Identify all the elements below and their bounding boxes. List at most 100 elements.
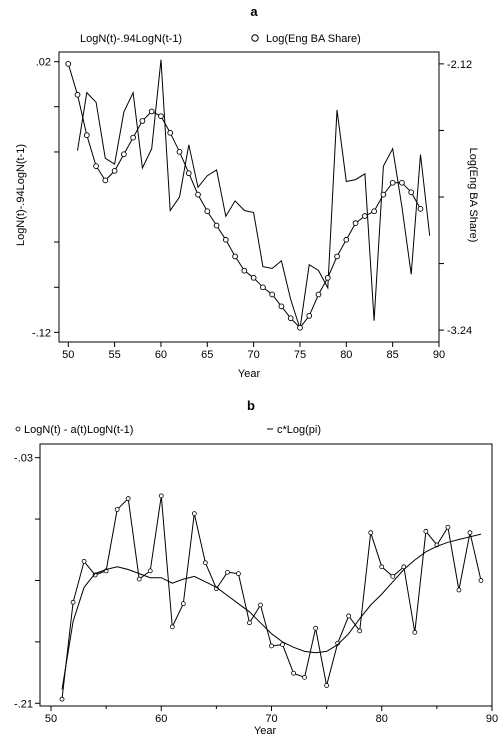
panel-a-data-point-eng-ba-share <box>213 222 220 229</box>
panel-a-data-point-eng-ba-share <box>185 170 192 177</box>
panel-b-y-axis: -.03 -.21 <box>14 453 40 710</box>
panel-b-x-axis: 50 60 70 80 90 <box>45 706 498 725</box>
panel-a-data-point-eng-ba-share <box>380 191 387 198</box>
panel-a-data-point-eng-ba-share <box>260 284 266 291</box>
panel-b-y-tick-label: -.03 <box>14 453 33 465</box>
panel-b-data-point-logn-adjusted <box>478 578 484 583</box>
panel-a-left-y-tick-label: -.12 <box>32 327 51 339</box>
panel-b-plot-frame <box>39 443 493 707</box>
panel-a-data-point-eng-ba-share <box>362 213 368 219</box>
panel-a-data-point-eng-ba-share <box>65 61 72 67</box>
panel-a-data-point-eng-ba-share <box>352 220 359 226</box>
panel-a-data-point-eng-ba-share <box>241 267 248 274</box>
panel-a-x-tick-label: 50 <box>62 349 74 361</box>
panel-a-data-point-eng-ba-share <box>232 253 238 260</box>
panel-b-data-point-logn-adjusted <box>379 564 385 570</box>
panel-b-data-point-logn-adjusted <box>324 683 330 688</box>
panel-a-left-y-axis-label: LogN(t)-.94LogN(t-1) <box>15 144 27 246</box>
panel-b-data-point-logn-adjusted <box>236 571 241 577</box>
panel-a-data-point-eng-ba-share <box>343 236 350 243</box>
panel-b-data-point-logn-adjusted <box>313 625 319 631</box>
panel-b-data-point-logn-adjusted <box>136 576 142 582</box>
panel-b-data-point-logn-adjusted <box>390 573 396 579</box>
panel-b-data-point-logn-adjusted <box>302 674 307 680</box>
panel-b-series-line-logn-adjusted <box>61 495 482 700</box>
panel-b-legend-marker-circle <box>15 426 21 432</box>
panel-b-data-point-logn-adjusted <box>81 558 87 564</box>
panel-b-y-tick-label: -.21 <box>14 698 33 710</box>
panel-a-data-point-eng-ba-share <box>111 168 118 174</box>
panel-b-data-point-logn-adjusted <box>247 620 252 626</box>
panel-a-data-point-eng-ba-share <box>130 134 136 141</box>
panel-b-data-point-logn-adjusted <box>70 599 76 605</box>
panel-b-data-point-logn-adjusted <box>169 624 175 630</box>
panel-a-x-tick-label: 75 <box>294 349 306 361</box>
panel-a-x-tick-label: 65 <box>201 349 213 361</box>
panel-b-data-point-logn-adjusted <box>158 493 164 499</box>
panel-a-x-tick-label: 70 <box>248 349 260 361</box>
panel-b-x-tick-label: 90 <box>486 713 498 725</box>
panel-b-data-point-logn-adjusted <box>346 613 352 619</box>
panel-a-data-point-eng-ba-share <box>204 208 211 215</box>
panel-a-data-point-eng-ba-share <box>148 108 155 115</box>
panel-b-data-point-logn-adjusted <box>401 564 407 570</box>
panel-a-series-line-logn-diff <box>77 59 431 329</box>
panel-a-data-point-eng-ba-share <box>297 324 303 331</box>
panel-b-label: b <box>247 398 255 413</box>
panel-a-data-point-eng-ba-share <box>315 291 322 298</box>
panel-b-x-tick-label: 50 <box>45 713 57 725</box>
panel-a-data-point-eng-ba-share <box>93 163 99 169</box>
panel-a-legend-entry-2: Log(Eng BA Share) <box>266 33 361 45</box>
panel-a-data-point-eng-ba-share <box>278 303 285 310</box>
panel-a-series-line-eng-ba-share <box>67 63 421 329</box>
panel-a-data-point-eng-ba-share <box>158 113 164 120</box>
panel-b-data-point-logn-adjusted <box>291 670 296 676</box>
panel-b-series <box>59 493 484 702</box>
panel-a-legend-marker-circle <box>251 34 259 42</box>
panel-a-data-point-eng-ba-share <box>408 189 415 196</box>
panel-b-x-tick-label: 80 <box>376 713 388 725</box>
panel-b-data-point-logn-adjusted <box>423 528 429 534</box>
panel-b-data-point-logn-adjusted <box>180 601 186 607</box>
panel-b-data-point-logn-adjusted <box>445 524 451 530</box>
panel-a-data-point-eng-ba-share <box>222 236 229 243</box>
panel-a: a LogN(t)-.94LogN(t-1) Log(Eng BA Share)… <box>15 4 479 380</box>
panel-a-right-y-tick-label: -2.12 <box>447 59 472 71</box>
panel-b-data-point-logn-adjusted <box>114 507 120 512</box>
panel-a-data-point-eng-ba-share <box>195 191 201 198</box>
panel-a-data-point-eng-ba-share <box>102 177 109 184</box>
panel-a-legend: LogN(t)-.94LogN(t-1) Log(Eng BA Share) <box>80 33 361 45</box>
panel-b-legend-entry-2: c*Log(pi) <box>277 424 321 436</box>
panel-b-series-line-c-log-pi <box>61 533 482 690</box>
panel-a-data-point-eng-ba-share <box>176 148 183 155</box>
panel-a-x-axis: 50 55 60 65 70 75 80 85 90 <box>62 342 445 361</box>
panel-a-data-point-eng-ba-share <box>324 274 331 281</box>
panel-a-series <box>65 59 431 331</box>
panel-a-x-tick-label: 80 <box>340 349 352 361</box>
panel-a-data-point-eng-ba-share <box>399 179 405 186</box>
panel-a-data-point-eng-ba-share <box>371 208 377 215</box>
panel-a-data-point-eng-ba-share <box>389 179 396 186</box>
panel-b-data-point-logn-adjusted <box>59 696 65 702</box>
panel-a-data-point-eng-ba-share <box>269 291 276 298</box>
panel-b-data-point-logn-adjusted <box>456 587 462 593</box>
panel-a-data-point-eng-ba-share <box>250 274 257 281</box>
panel-b-data-point-logn-adjusted <box>202 560 208 566</box>
panel-b-data-point-logn-adjusted <box>258 602 263 608</box>
panel-b-data-point-logn-adjusted <box>225 569 230 575</box>
panel-a-data-point-eng-ba-share <box>121 151 127 158</box>
panel-b-data-point-logn-adjusted <box>368 530 374 536</box>
panel-b-data-point-logn-adjusted <box>92 572 98 578</box>
panel-a-y-axes: .02 -.12 -2.12 -3.24 <box>32 57 472 340</box>
panel-a-right-y-tick-label: -3.24 <box>447 325 472 337</box>
panel-a-x-axis-label: Year <box>238 368 261 380</box>
panel-a-data-point-eng-ba-share <box>334 253 340 260</box>
panel-a-right-y-axis-label: Log(Eng BA Share) <box>467 148 479 243</box>
panel-a-legend-entry-1: LogN(t)-.94LogN(t-1) <box>80 33 182 45</box>
panel-b-data-point-logn-adjusted <box>467 530 473 536</box>
panel-a-data-point-eng-ba-share <box>287 315 294 322</box>
panel-a-x-tick-label: 90 <box>433 349 445 361</box>
panel-a-x-tick-label: 85 <box>387 349 399 361</box>
panel-b: b LogN(t) - a(t)LogN(t-1) c*Log(pi) 50 60… <box>14 398 498 737</box>
